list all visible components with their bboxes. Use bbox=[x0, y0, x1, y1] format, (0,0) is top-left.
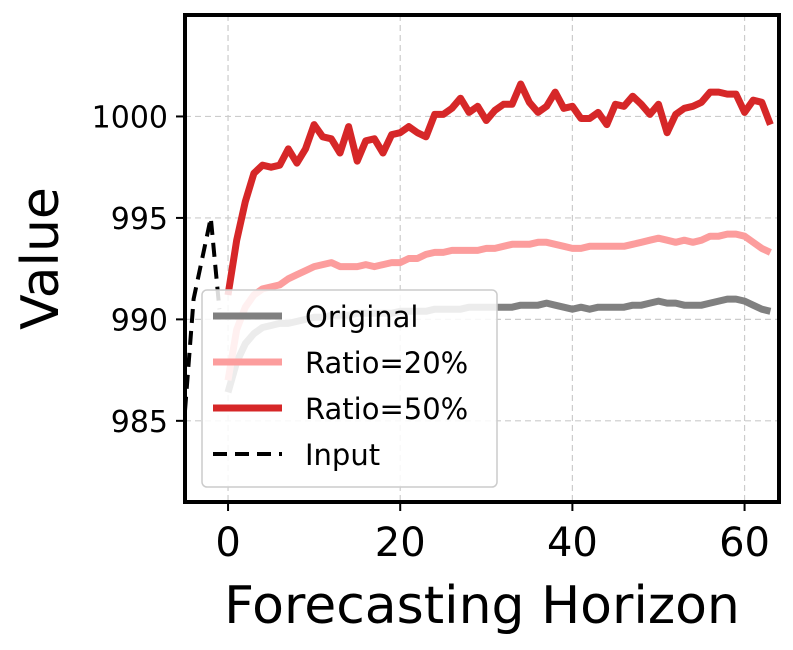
y-axis-label: Value bbox=[11, 187, 71, 330]
series-line-ratio-50- bbox=[224, 80, 774, 296]
y-tick-label: 990 bbox=[111, 303, 168, 338]
series-line-input bbox=[185, 215, 222, 411]
x-tick-label: 0 bbox=[215, 520, 240, 566]
y-tick-label: 985 bbox=[111, 405, 168, 440]
x-tick-label: 40 bbox=[547, 520, 598, 566]
y-tick-label: 995 bbox=[111, 202, 168, 237]
series-line-ratio-20- bbox=[224, 230, 772, 381]
plot-frame bbox=[183, 13, 781, 504]
y-tick-label: 1000 bbox=[92, 100, 168, 135]
x-axis-label: Forecasting Horizon bbox=[224, 576, 740, 636]
legend-label: Input bbox=[305, 438, 380, 472]
legend-label: Ratio=20% bbox=[305, 346, 468, 380]
x-tick-label: 20 bbox=[375, 520, 426, 566]
legend: Original Ratio=20% Ratio=50% Input bbox=[201, 289, 498, 488]
legend-box bbox=[201, 289, 498, 488]
legend-label: Original bbox=[305, 300, 418, 334]
y-axis-ticks: 985 990 995 1000 bbox=[92, 100, 185, 440]
x-tick-label: 60 bbox=[719, 520, 770, 566]
x-axis-ticks: 0 20 40 60 bbox=[215, 502, 770, 566]
legend-label: Ratio=50% bbox=[305, 392, 468, 426]
